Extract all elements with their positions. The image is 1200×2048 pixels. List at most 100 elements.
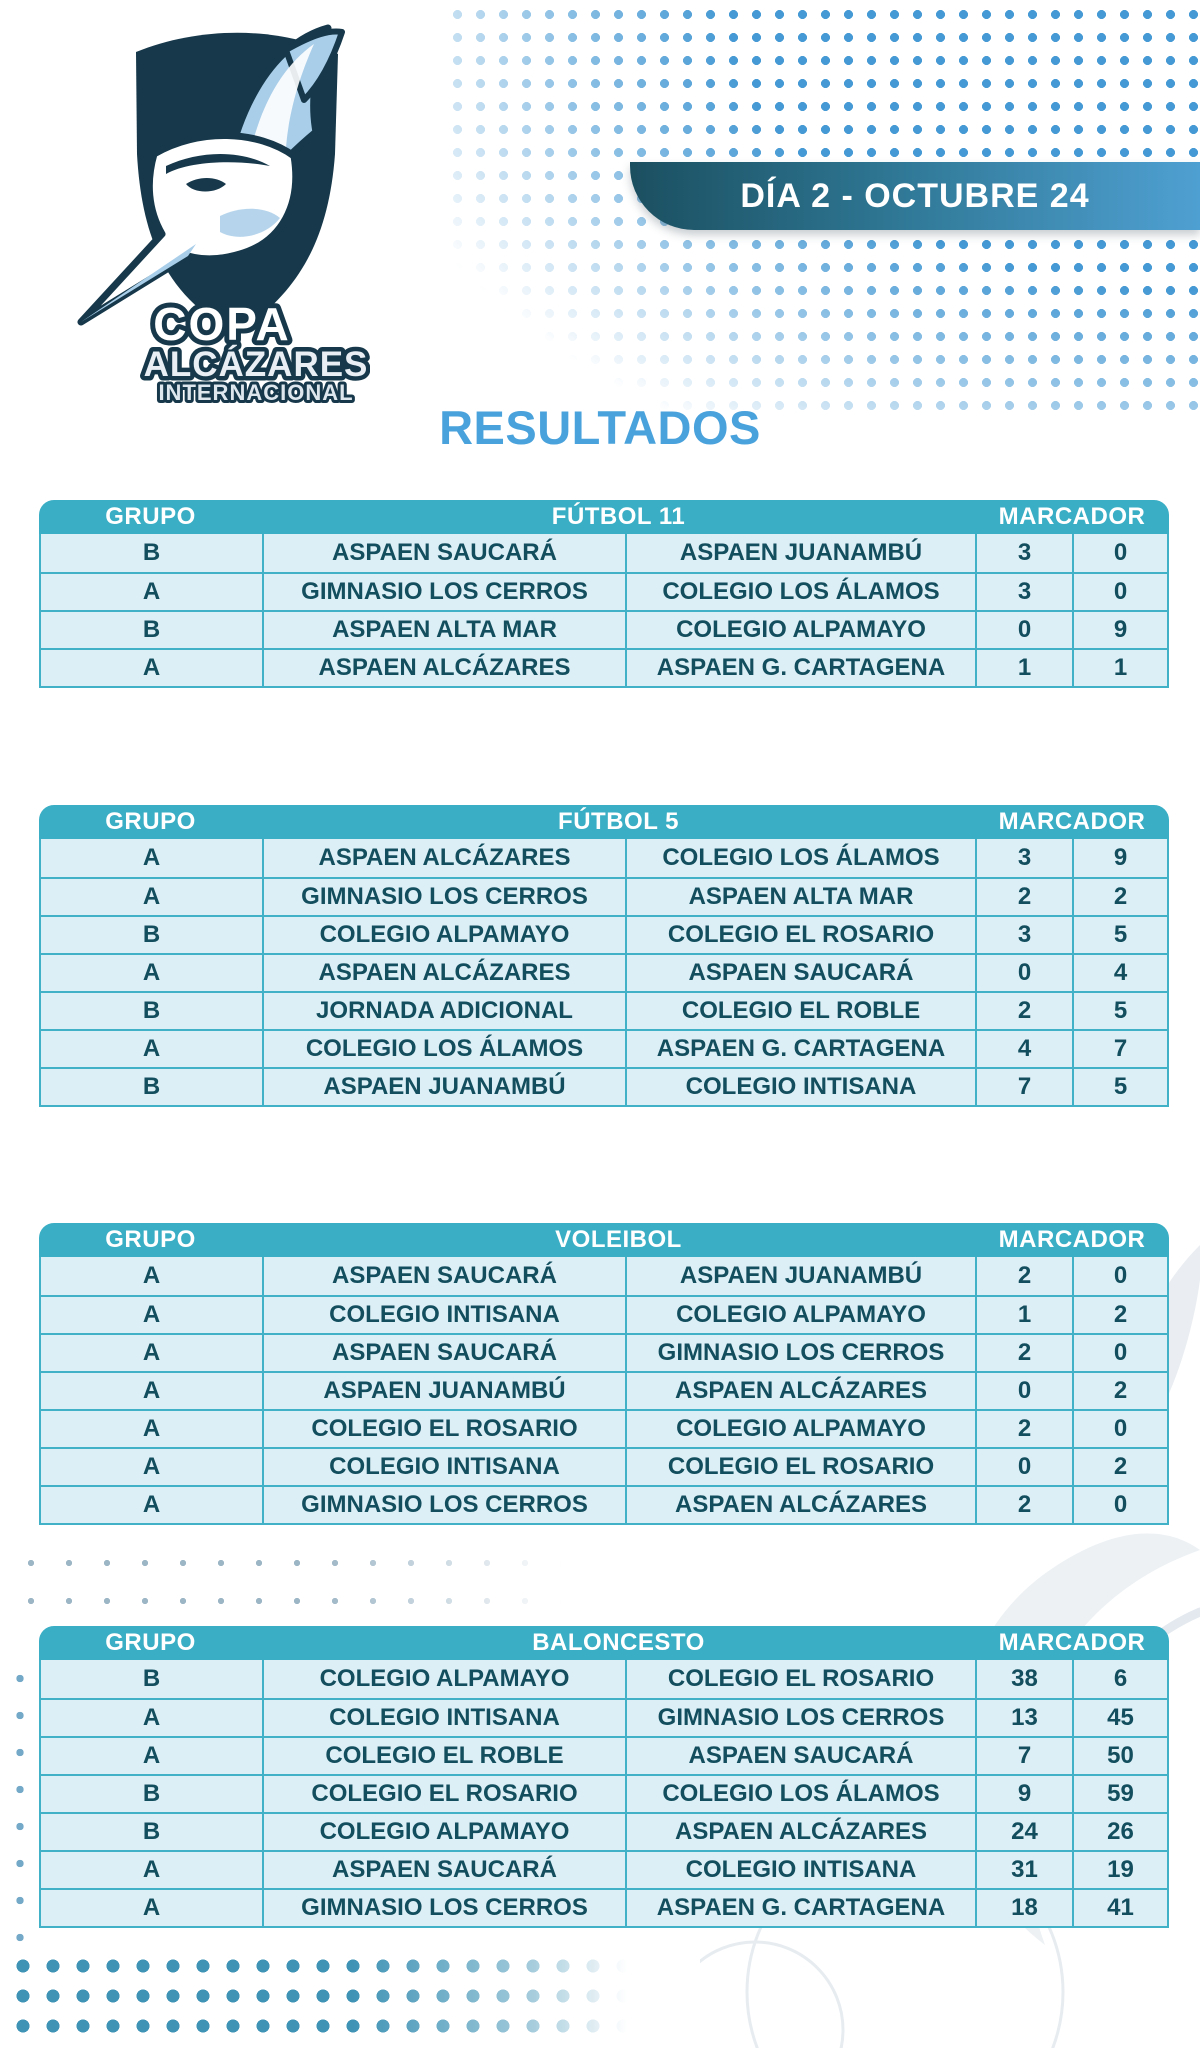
- table-row: A ASPAEN JUANAMBÚ ASPAEN ALCÁZARES 0 2: [41, 1371, 1167, 1409]
- group-cell: B: [142, 539, 161, 566]
- away-team-cell: ASPAEN G. CARTAGENA: [625, 650, 975, 686]
- away-score-cell: 0: [1072, 1335, 1167, 1371]
- away-team-cell: COLEGIO LOS ÁLAMOS: [625, 1776, 975, 1812]
- group-cell: A: [142, 1035, 161, 1062]
- home-score-cell: 2: [975, 993, 1072, 1029]
- away-team-cell: COLEGIO ALPAMAYO: [625, 612, 975, 648]
- table-row: A COLEGIO EL ROBLE ASPAEN SAUCARÁ 7 50: [41, 1736, 1167, 1774]
- home-score-cell: 3: [975, 839, 1072, 877]
- away-team-cell: COLEGIO EL ROSARIO: [625, 1449, 975, 1485]
- away-team-cell: COLEGIO EL ROSARIO: [625, 917, 975, 953]
- away-team-cell: COLEGIO ALPAMAYO: [625, 1297, 975, 1333]
- logo-word-copa: COPA: [153, 298, 291, 350]
- column-header-marcador: MARCADOR: [998, 503, 1146, 530]
- away-team-cell: GIMNASIO LOS CERROS: [625, 1700, 975, 1736]
- away-team-cell: COLEGIO INTISANA: [625, 1852, 975, 1888]
- away-team-cell: ASPAEN JUANAMBÚ: [625, 534, 975, 572]
- home-score-cell: 7: [975, 1738, 1072, 1774]
- away-score-cell: 0: [1072, 574, 1167, 610]
- away-score-cell: 0: [1072, 1411, 1167, 1447]
- table-body: A ASPAEN SAUCARÁ ASPAEN JUANAMBÚ 2 0 A COLEGIO…: [39, 1257, 1169, 1525]
- away-score-cell: 0: [1072, 1487, 1167, 1523]
- away-score-cell: 50: [1072, 1738, 1167, 1774]
- column-header-grupo: GRUPO: [105, 503, 196, 530]
- home-score-cell: 24: [975, 1814, 1072, 1850]
- day-banner: DÍA 2 - OCTUBRE 24: [630, 162, 1200, 230]
- dot-pattern-mid-left: [0, 1536, 580, 1622]
- tournament-logo: COPA ALCÁZARES INTERNACIONAL: [77, 24, 370, 408]
- table-body: B COLEGIO ALPAMAYO COLEGIO EL ROSARIO 38 6 A C…: [39, 1660, 1169, 1928]
- home-team-cell: GIMNASIO LOS CERROS: [262, 1487, 625, 1523]
- table-row: B JORNADA ADICIONAL COLEGIO EL ROBLE 2 5: [41, 991, 1167, 1029]
- column-header-marcador: MARCADOR: [998, 1226, 1146, 1253]
- away-score-cell: 6: [1072, 1660, 1167, 1698]
- column-header-marcador: MARCADOR: [998, 1629, 1146, 1656]
- away-score-cell: 19: [1072, 1852, 1167, 1888]
- column-header-marcador: MARCADOR: [998, 808, 1146, 835]
- table-row: A GIMNASIO LOS CERROS ASPAEN ALTA MAR 2 2: [41, 877, 1167, 915]
- home-score-cell: 2: [975, 1335, 1072, 1371]
- group-cell: A: [142, 1415, 161, 1442]
- group-cell: B: [142, 921, 161, 948]
- table-row: A GIMNASIO LOS CERROS COLEGIO LOS ÁLAMOS 3 0: [41, 572, 1167, 610]
- home-score-cell: 3: [975, 534, 1072, 572]
- away-team-cell: GIMNASIO LOS CERROS: [625, 1335, 975, 1371]
- away-score-cell: 4: [1072, 955, 1167, 991]
- table-row: A COLEGIO INTISANA COLEGIO EL ROSARIO 0 2: [41, 1447, 1167, 1485]
- away-team-cell: COLEGIO ALPAMAYO: [625, 1411, 975, 1447]
- column-header-sport: BALONCESTO: [532, 1629, 705, 1656]
- home-team-cell: COLEGIO ALPAMAYO: [262, 1814, 625, 1850]
- column-header-sport: FÚTBOL 11: [551, 503, 686, 530]
- home-team-cell: ASPAEN JUANAMBÚ: [262, 1069, 625, 1105]
- table-futbol-11: GRUPO FÚTBOL 11 MARCADOR B ASPAEN SAUCARÁ…: [39, 500, 1169, 688]
- group-cell: A: [142, 1339, 161, 1366]
- column-header-sport: FÚTBOL 5: [558, 808, 679, 835]
- home-team-cell: COLEGIO INTISANA: [262, 1700, 625, 1736]
- away-team-cell: ASPAEN SAUCARÁ: [625, 955, 975, 991]
- away-score-cell: 5: [1072, 917, 1167, 953]
- away-team-cell: COLEGIO LOS ÁLAMOS: [625, 574, 975, 610]
- table-row: A COLEGIO INTISANA COLEGIO ALPAMAYO 1 2: [41, 1295, 1167, 1333]
- home-team-cell: ASPAEN ALCÁZARES: [262, 839, 625, 877]
- table-row: A GIMNASIO LOS CERROS ASPAEN ALCÁZARES 2 0: [41, 1485, 1167, 1523]
- away-score-cell: 5: [1072, 1069, 1167, 1105]
- table-row: A COLEGIO EL ROSARIO COLEGIO ALPAMAYO 2 0: [41, 1409, 1167, 1447]
- group-cell: A: [142, 1491, 161, 1518]
- home-team-cell: COLEGIO INTISANA: [262, 1297, 625, 1333]
- home-team-cell: COLEGIO EL ROSARIO: [262, 1411, 625, 1447]
- group-cell: A: [142, 1742, 161, 1769]
- table-row: A ASPAEN ALCÁZARES ASPAEN SAUCARÁ 0 4: [41, 953, 1167, 991]
- logo-word-internacional: INTERNACIONAL: [158, 380, 353, 405]
- home-score-cell: 4: [975, 1031, 1072, 1067]
- group-cell: B: [142, 616, 161, 643]
- table-row: A ASPAEN ALCÁZARES ASPAEN G. CARTAGENA 1 1: [41, 648, 1167, 686]
- away-team-cell: COLEGIO EL ROSARIO: [625, 1660, 975, 1698]
- home-score-cell: 2: [975, 1257, 1072, 1295]
- group-cell: B: [142, 1073, 161, 1100]
- away-score-cell: 1: [1072, 650, 1167, 686]
- home-score-cell: 1: [975, 1297, 1072, 1333]
- home-team-cell: ASPAEN JUANAMBÚ: [262, 1373, 625, 1409]
- group-cell: A: [142, 1704, 161, 1731]
- home-score-cell: 7: [975, 1069, 1072, 1105]
- away-score-cell: 5: [1072, 993, 1167, 1029]
- table-header: GRUPO FÚTBOL 5 MARCADOR: [39, 805, 1169, 839]
- away-score-cell: 7: [1072, 1031, 1167, 1067]
- away-score-cell: 0: [1072, 534, 1167, 572]
- home-score-cell: 0: [975, 612, 1072, 648]
- home-score-cell: 18: [975, 1890, 1072, 1926]
- table-header: GRUPO VOLEIBOL MARCADOR: [39, 1223, 1169, 1257]
- home-team-cell: ASPAEN ALCÁZARES: [262, 955, 625, 991]
- away-team-cell: ASPAEN ALTA MAR: [625, 879, 975, 915]
- group-cell: A: [142, 844, 161, 871]
- away-score-cell: 2: [1072, 879, 1167, 915]
- away-score-cell: 45: [1072, 1700, 1167, 1736]
- away-team-cell: ASPAEN SAUCARÁ: [625, 1738, 975, 1774]
- table-header: GRUPO FÚTBOL 11 MARCADOR: [39, 500, 1169, 534]
- away-score-cell: 9: [1072, 839, 1167, 877]
- away-score-cell: 59: [1072, 1776, 1167, 1812]
- home-team-cell: GIMNASIO LOS CERROS: [262, 1890, 625, 1926]
- table-row: A COLEGIO LOS ÁLAMOS ASPAEN G. CARTAGENA 4 7: [41, 1029, 1167, 1067]
- group-cell: B: [142, 1665, 161, 1692]
- home-score-cell: 2: [975, 1411, 1072, 1447]
